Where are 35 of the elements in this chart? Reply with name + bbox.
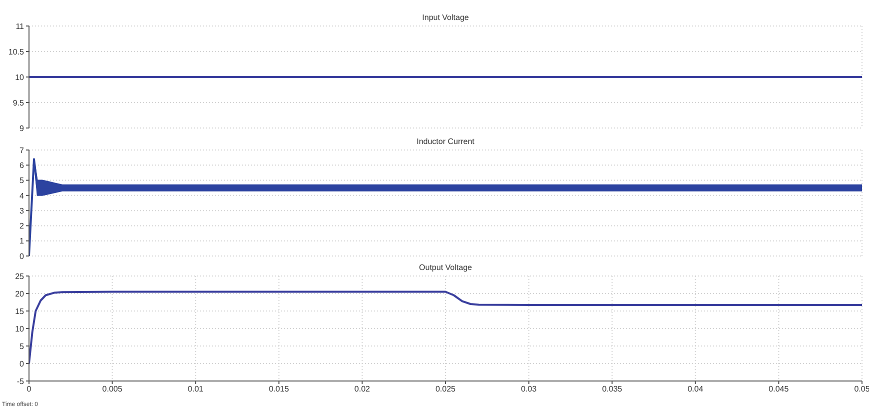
chart-title: Input Voltage	[421, 13, 470, 22]
y-tick-label: 4	[20, 191, 25, 200]
y-tick-label: 1	[20, 236, 25, 246]
x-tick-label: 0.025	[435, 384, 456, 394]
x-tick-label: 0.015	[268, 384, 290, 394]
y-tick-label: 5	[20, 342, 25, 351]
x-tick-label: 0.045	[768, 384, 790, 394]
y-tick-label: 6	[20, 160, 25, 170]
x-tick-label: 0.04	[688, 384, 704, 394]
x-tick-label: 0.035	[602, 384, 623, 394]
y-tick-label: -5	[16, 376, 25, 386]
x-tick-label: 0.005	[102, 384, 123, 394]
y-tick-label: 15	[15, 306, 25, 316]
y-tick-label: 5	[20, 176, 25, 186]
x-tick-label: 0.01	[188, 384, 204, 394]
chart-title: Output Voltage	[418, 263, 473, 272]
y-tick-label: 25	[15, 272, 25, 281]
y-tick-label: 9	[20, 124, 25, 133]
y-tick-label: 9.5	[12, 98, 25, 108]
y-tick-label: 11	[16, 22, 25, 31]
y-tick-label: 10	[15, 72, 25, 82]
x-tick-label: 0.02	[354, 384, 371, 394]
x-tick-label: 0	[26, 384, 32, 394]
y-tick-label: 0	[20, 252, 25, 261]
x-tick-label: 0.03	[521, 384, 538, 394]
x-tick-label: 0.05	[854, 384, 869, 394]
y-tick-label: 2	[20, 222, 25, 231]
chart-title: Inductor Current	[416, 137, 476, 146]
y-tick-label: 20	[15, 289, 25, 298]
line-series	[29, 290, 862, 364]
y-tick-label: 10.5	[8, 47, 25, 56]
y-tick-label: 10	[15, 324, 25, 334]
y-tick-label: 3	[20, 206, 25, 216]
y-tick-label: 0	[20, 359, 25, 368]
y-tick-label: 7	[20, 146, 25, 155]
